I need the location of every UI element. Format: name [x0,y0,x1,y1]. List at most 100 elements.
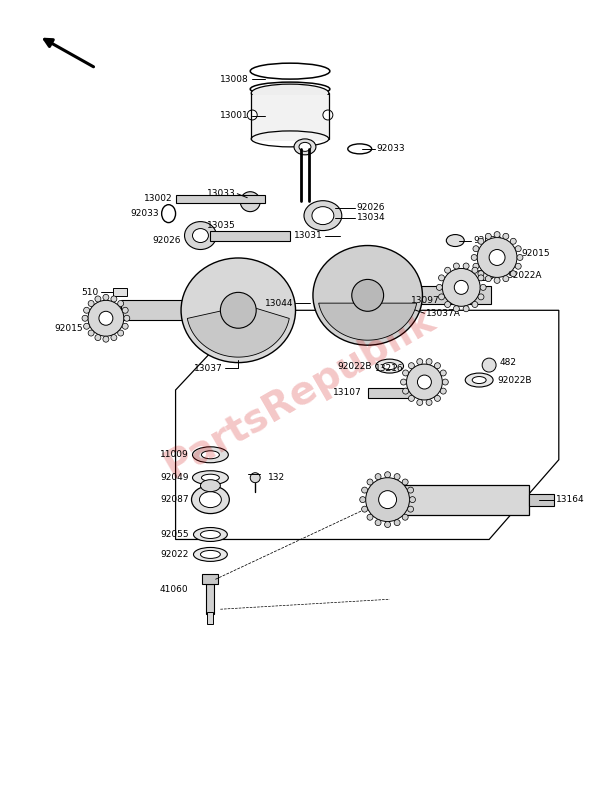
Circle shape [250,473,260,483]
Text: 13031: 13031 [294,231,323,240]
Circle shape [352,279,383,312]
Circle shape [485,233,491,239]
Ellipse shape [304,201,342,231]
Text: 92026: 92026 [357,203,385,212]
Circle shape [95,334,101,341]
Text: 11009: 11009 [160,451,188,459]
Text: PartsRepublik: PartsRepublik [158,299,442,486]
Circle shape [409,363,415,369]
Circle shape [99,312,113,325]
Circle shape [426,400,432,405]
Text: 13164: 13164 [556,495,584,504]
Ellipse shape [446,235,464,246]
Circle shape [402,514,408,520]
Circle shape [122,307,128,313]
Text: 13044: 13044 [265,299,293,308]
Circle shape [454,280,468,294]
Bar [176,195,265,203]
Circle shape [478,271,484,276]
Bar [421,287,491,305]
Circle shape [111,334,117,341]
Polygon shape [187,305,289,357]
Bar [113,288,127,297]
Ellipse shape [193,528,227,542]
Text: 482: 482 [499,358,516,367]
Circle shape [103,336,109,342]
Text: 92033: 92033 [130,209,158,218]
Circle shape [220,292,256,328]
Text: 92022A: 92022A [507,271,542,280]
Ellipse shape [193,447,229,462]
Circle shape [442,379,448,385]
Text: 13037A: 13037A [427,309,461,318]
Text: 13107: 13107 [333,389,362,397]
Circle shape [82,316,88,321]
Ellipse shape [200,550,220,558]
Circle shape [489,250,505,265]
Circle shape [439,294,445,300]
Circle shape [515,246,521,252]
Ellipse shape [465,373,493,387]
Circle shape [494,232,500,238]
Ellipse shape [472,271,494,280]
Circle shape [118,330,124,336]
Circle shape [503,276,509,282]
Circle shape [402,479,408,485]
Text: 92049: 92049 [160,473,188,482]
Circle shape [482,358,496,372]
Ellipse shape [313,246,422,345]
Circle shape [394,473,400,480]
Text: 92015: 92015 [521,249,550,258]
Bar [206,584,214,614]
Circle shape [103,294,109,301]
Text: 41060: 41060 [160,585,188,593]
Ellipse shape [202,474,220,481]
Circle shape [95,296,101,302]
Text: 13097: 13097 [410,296,439,305]
Text: 92022B: 92022B [497,375,532,385]
Circle shape [88,330,94,336]
Text: 132: 132 [268,473,285,482]
Circle shape [385,521,391,528]
Circle shape [240,192,260,212]
Circle shape [477,238,517,277]
Ellipse shape [199,491,221,508]
Circle shape [247,110,257,120]
Circle shape [83,323,89,329]
Circle shape [365,478,409,521]
Circle shape [417,400,423,405]
Text: 92026: 92026 [152,236,181,245]
Circle shape [426,359,432,364]
Circle shape [360,497,365,502]
Circle shape [124,316,130,321]
Circle shape [122,323,128,329]
Bar [529,494,554,506]
Text: 92055: 92055 [160,530,188,539]
Circle shape [394,520,400,526]
Circle shape [494,277,500,283]
Text: 92015: 92015 [55,323,83,333]
Circle shape [503,233,509,239]
Text: 13034: 13034 [357,213,385,222]
Text: 13035: 13035 [206,221,235,230]
Circle shape [367,479,373,485]
Circle shape [442,268,480,306]
Ellipse shape [193,471,229,484]
Circle shape [471,254,477,261]
Ellipse shape [294,139,316,155]
Circle shape [385,472,391,478]
Circle shape [473,246,479,252]
Text: 92033: 92033 [377,144,405,153]
Circle shape [478,294,484,300]
Ellipse shape [185,221,217,250]
Ellipse shape [472,377,486,384]
Circle shape [478,275,484,281]
Circle shape [403,388,409,394]
Circle shape [407,487,413,493]
Circle shape [418,375,431,389]
Circle shape [510,271,516,276]
Circle shape [445,301,451,308]
Circle shape [407,506,413,512]
Text: 510: 510 [82,288,99,297]
Ellipse shape [181,258,296,363]
